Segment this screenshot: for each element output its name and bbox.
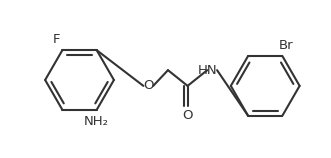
Text: F: F [53, 33, 60, 46]
Text: NH₂: NH₂ [84, 115, 109, 128]
Text: O: O [143, 79, 154, 92]
Text: HN: HN [197, 64, 217, 77]
Text: O: O [182, 109, 193, 122]
Text: Br: Br [278, 39, 293, 52]
